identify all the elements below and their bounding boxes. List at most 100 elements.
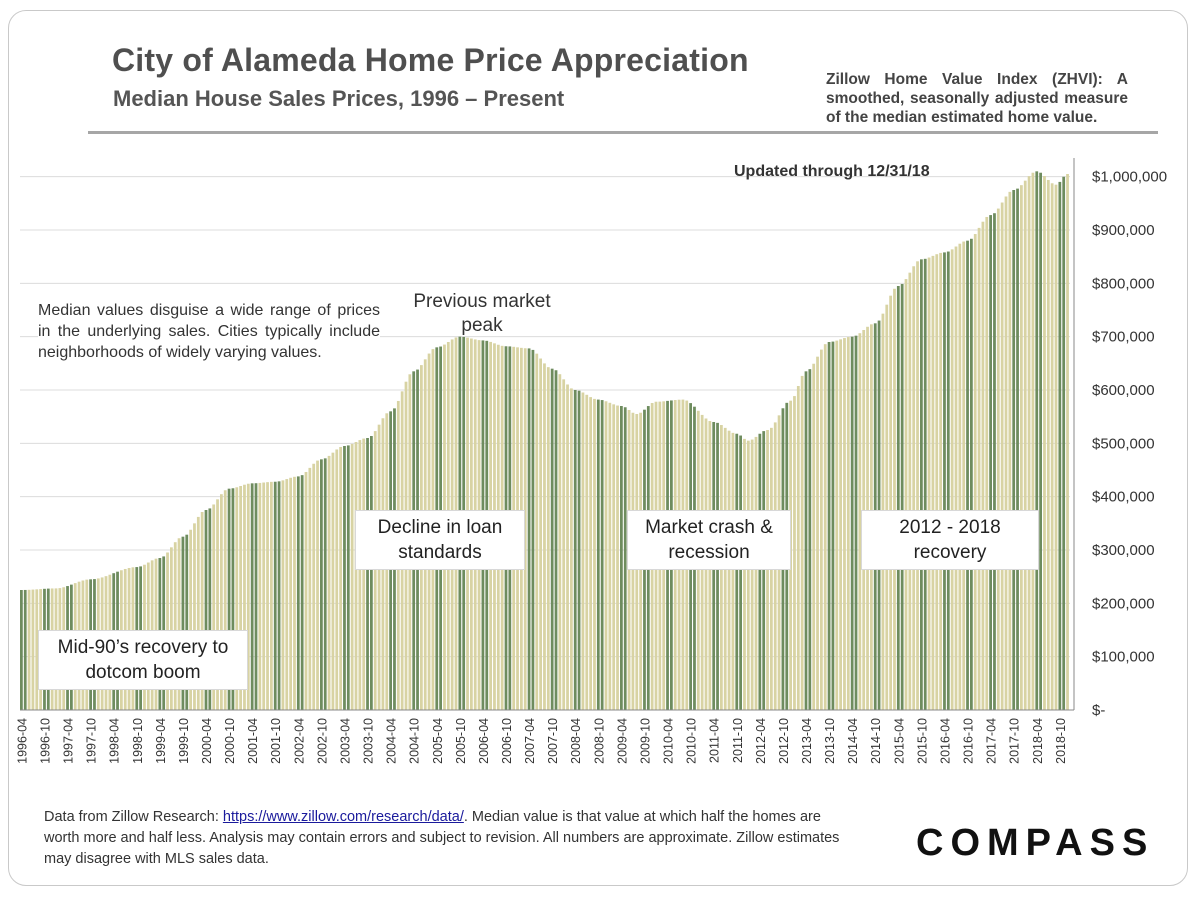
bar <box>954 246 958 710</box>
bar <box>616 405 619 710</box>
bar <box>966 240 969 711</box>
chart-title: City of Alameda Home Price Appreciation <box>112 42 749 78</box>
bar <box>254 483 258 710</box>
bar <box>981 221 985 710</box>
x-tick-label: 2010-10 <box>685 718 699 764</box>
x-tick-label: 2005-04 <box>431 718 445 764</box>
y-tick-label: $600,000 <box>1092 382 1155 399</box>
bar <box>220 494 223 710</box>
bar <box>185 534 189 710</box>
bar <box>273 481 277 710</box>
x-tick-label: 2007-04 <box>523 718 537 764</box>
bar <box>850 336 854 710</box>
x-tick-label: 2009-04 <box>615 718 629 764</box>
bar <box>920 259 923 710</box>
bar <box>262 482 266 710</box>
bar <box>927 257 931 710</box>
bar <box>885 304 889 710</box>
y-tick-label: $200,000 <box>1092 595 1155 612</box>
bar <box>923 258 927 710</box>
crash-annotation: Market crash & recession <box>627 510 791 570</box>
y-tick-label: $400,000 <box>1092 489 1155 506</box>
bar <box>277 481 281 710</box>
bar <box>323 458 327 710</box>
bar <box>816 356 819 710</box>
recovery-annotation: 2012 - 2018 recovery <box>861 510 1039 570</box>
bar <box>358 440 362 710</box>
bar <box>896 286 900 710</box>
bar <box>766 430 769 710</box>
y-tick-label: $300,000 <box>1092 542 1155 559</box>
bar <box>216 499 219 710</box>
bar <box>258 482 262 710</box>
y-tick-label: $1,000,000 <box>1092 169 1167 186</box>
bar <box>27 589 31 710</box>
bar <box>177 538 181 710</box>
bar <box>962 241 966 711</box>
bar <box>827 342 831 710</box>
bar <box>839 339 842 710</box>
bar <box>973 234 977 710</box>
x-tick-label: 2003-10 <box>362 718 376 764</box>
bar <box>808 369 812 710</box>
y-tick-labels: $- $100,000 $200,000 $300,000 $400,000 $500,0… <box>1092 169 1167 719</box>
bar <box>754 436 758 710</box>
bar <box>1031 172 1035 711</box>
bar <box>916 261 919 710</box>
bar <box>623 407 627 710</box>
bar <box>762 431 766 710</box>
bar <box>343 446 346 710</box>
x-tick-label: 2011-04 <box>708 718 722 763</box>
bar <box>573 390 577 710</box>
x-tick-label: 2017-04 <box>985 718 999 764</box>
y-tick-label: $- <box>1092 702 1105 719</box>
x-tick-label: 1998-10 <box>131 718 145 764</box>
bar <box>1058 181 1062 710</box>
y-tick-label: $700,000 <box>1092 329 1155 346</box>
bar <box>1008 191 1012 711</box>
x-tick-label: 2008-10 <box>592 718 606 764</box>
x-tick-label: 2018-10 <box>1054 718 1068 764</box>
bar <box>750 439 754 710</box>
bar <box>935 254 939 710</box>
footer-text-after: . Median value is that value at which ha… <box>44 809 840 867</box>
x-tick-label: 2016-10 <box>962 718 976 764</box>
bar <box>900 284 904 710</box>
bar <box>31 589 35 710</box>
x-tick-label: 2016-04 <box>938 718 952 764</box>
bar <box>739 435 742 710</box>
x-tick-label: 1999-04 <box>154 718 168 764</box>
x-tick-label: 1997-10 <box>85 718 99 764</box>
x-tick-label: 2004-04 <box>385 718 399 764</box>
median-note: Median values disguise a wide range of p… <box>38 300 380 363</box>
x-tick-label: 2002-10 <box>315 718 329 764</box>
bar <box>239 486 242 710</box>
bar <box>593 398 596 710</box>
bar <box>1046 179 1050 711</box>
bar <box>316 460 319 710</box>
bar <box>793 396 796 710</box>
x-tick-label: 2008-04 <box>569 718 583 764</box>
bar <box>950 249 954 711</box>
x-tick-label: 2001-10 <box>269 718 283 764</box>
x-tick-label: 2012-04 <box>754 718 768 764</box>
bar <box>731 432 735 710</box>
bar <box>943 252 946 710</box>
bar <box>1050 183 1054 710</box>
bar <box>577 390 581 710</box>
x-tick-label: 2012-10 <box>777 718 791 764</box>
bar <box>985 216 989 710</box>
y-tick-label: $800,000 <box>1092 275 1155 292</box>
bar <box>235 487 239 710</box>
bar <box>1043 176 1046 710</box>
bar <box>854 335 858 710</box>
bar <box>227 488 231 710</box>
bar <box>1039 172 1042 711</box>
previous-peak-label: Previous market peak <box>413 291 551 336</box>
bar <box>23 589 27 710</box>
zillow-link[interactable]: https://www.zillow.com/research/data/ <box>222 809 464 825</box>
bar <box>1000 202 1004 710</box>
x-tick-labels: 1996-04 1996-10 1997-04 1997-10 1998-04 1998-… <box>15 718 1067 764</box>
bar <box>296 476 300 710</box>
bar <box>266 482 269 710</box>
